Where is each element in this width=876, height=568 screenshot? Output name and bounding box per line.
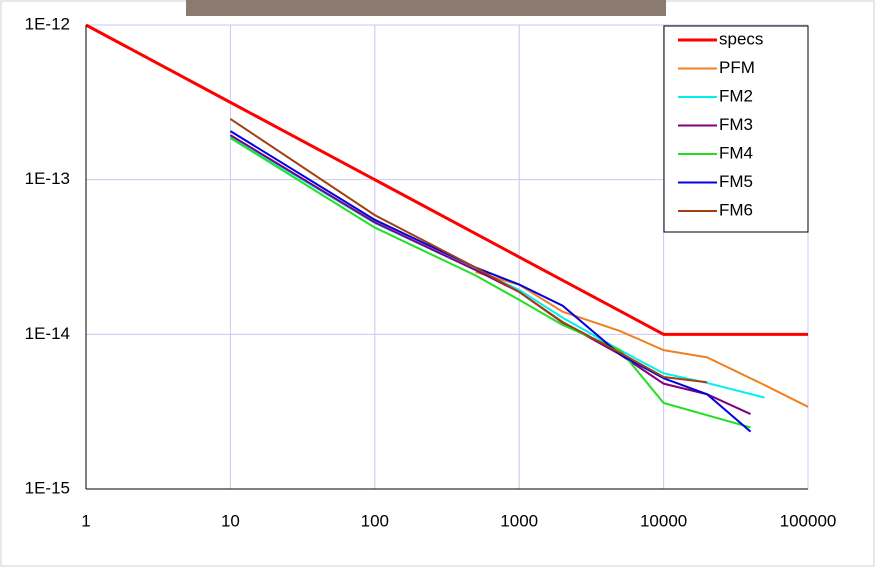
y-tick-label: 1E-14 (25, 324, 70, 343)
y-tick-label: 1E-15 (25, 478, 70, 497)
legend-label: FM3 (719, 115, 753, 134)
y-tick-label: 1E-13 (25, 169, 70, 188)
legend-label: FM2 (719, 86, 753, 105)
x-tick-label: 100 (361, 511, 389, 530)
x-tick-label: 1 (81, 511, 90, 530)
legend-label: FM5 (719, 172, 753, 191)
photo-strip (186, 0, 666, 16)
x-tick-label: 10000 (640, 511, 687, 530)
x-tick-label: 10 (221, 511, 240, 530)
legend-label: FM6 (719, 200, 753, 219)
x-tick-label: 1000 (500, 511, 538, 530)
page: {"chart_data": {"type": "line", "log_x":… (0, 0, 876, 568)
legend-label: specs (719, 29, 763, 48)
chart: specs PFM FM2 FM3 FM4 FM5 FM6 1 10 100 1000 10000 1… (0, 0, 876, 568)
x-tick-label: 100000 (780, 511, 837, 530)
legend-label: FM4 (719, 143, 753, 162)
legend-label: PFM (719, 58, 755, 77)
y-tick-label: 1E-12 (25, 14, 70, 33)
